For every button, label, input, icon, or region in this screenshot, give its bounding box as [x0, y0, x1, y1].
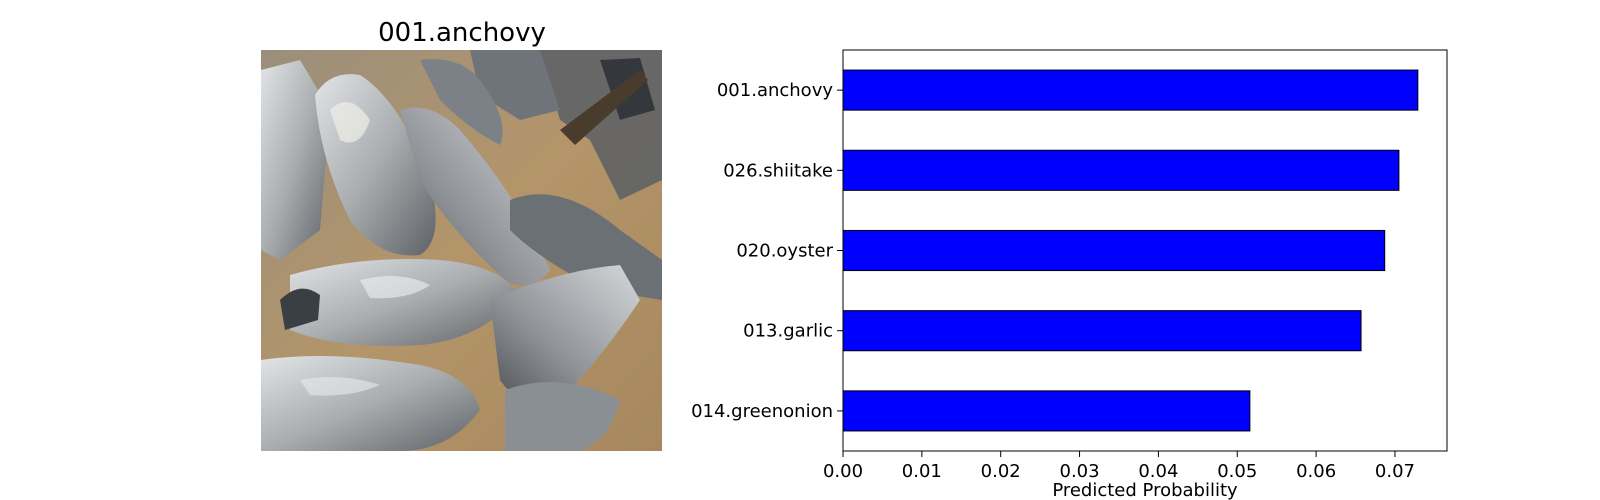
- x-tick-label: 0.02: [981, 461, 1021, 482]
- x-axis-label: Predicted Probability: [1052, 480, 1238, 500]
- x-tick-label: 0.03: [1060, 461, 1100, 482]
- bar-chart: 001.anchovy 026.shiitake 020.oyster 013.gar…: [691, 49, 1448, 500]
- bar-013.garlic: [842, 310, 1362, 352]
- dried-anchovy-photo: [261, 50, 662, 451]
- x-tick-label: 0.05: [1217, 461, 1257, 482]
- bar-001.anchovy: [842, 69, 1419, 111]
- x-axis: 0.00 0.01 0.02 0.03 0.04 0.05 0.06 0.07: [823, 451, 1415, 482]
- bar-014.greenonion: [842, 390, 1251, 432]
- image-title: 001.anchovy: [378, 18, 546, 48]
- x-tick-label: 0.06: [1296, 461, 1336, 482]
- x-tick-label: 0.04: [1138, 461, 1178, 482]
- y-axis: 001.anchovy 026.shiitake 020.oyster 013.gar…: [691, 80, 843, 422]
- bars-layer: [842, 69, 1419, 432]
- y-tick-label: 014.greenonion: [691, 401, 833, 422]
- y-tick-label: 026.shiitake: [723, 160, 833, 181]
- bar-026.shiitake: [842, 149, 1400, 191]
- x-tick-label: 0.07: [1375, 461, 1415, 482]
- y-tick-label: 013.garlic: [743, 321, 833, 342]
- bar-020.oyster: [842, 229, 1386, 272]
- x-tick-label: 0.01: [902, 461, 942, 482]
- x-tick-label: 0.00: [823, 461, 863, 482]
- y-tick-label: 020.oyster: [736, 241, 833, 262]
- y-tick-label: 001.anchovy: [717, 80, 833, 101]
